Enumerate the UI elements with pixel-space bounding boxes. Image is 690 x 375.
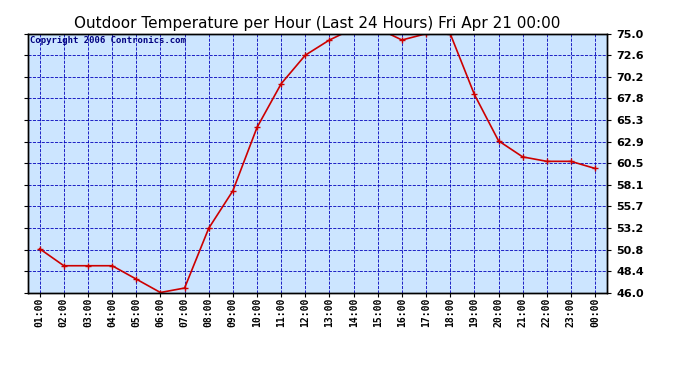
Title: Outdoor Temperature per Hour (Last 24 Hours) Fri Apr 21 00:00: Outdoor Temperature per Hour (Last 24 Ho… [75,16,560,31]
Text: Copyright 2006 Contronics.com: Copyright 2006 Contronics.com [30,36,186,45]
